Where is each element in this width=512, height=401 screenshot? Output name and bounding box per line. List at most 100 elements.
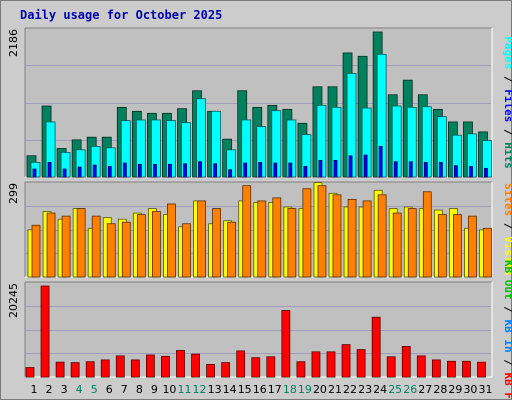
bar-files: [288, 162, 293, 178]
x-tick-label: 25: [388, 383, 402, 396]
bar-sites: [422, 191, 432, 278]
bar-kb-f: [191, 353, 200, 378]
bar-sites: [437, 214, 447, 278]
x-tick-label: 24: [373, 383, 387, 396]
x-tick-label: 18: [283, 383, 297, 396]
bar-files: [183, 163, 187, 178]
bar-sites: [31, 224, 41, 278]
x-tick-label: 31: [479, 383, 493, 396]
legend-separator: /: [502, 300, 512, 320]
bar-sites: [106, 223, 116, 278]
bar-sites: [76, 208, 86, 278]
legend-entry: KB Out: [502, 260, 512, 300]
x-tick-label: 22: [343, 383, 357, 396]
x-tick-label: 4: [76, 383, 83, 396]
bar-kb-f: [25, 367, 35, 378]
bar-files: [484, 167, 488, 178]
bar-sites: [227, 221, 237, 278]
bar-sites: [317, 185, 327, 278]
bar-kb-f: [130, 359, 140, 378]
bar-kb-f: [55, 361, 65, 378]
legend-entry: KB In: [502, 320, 512, 353]
y-max-label-middle: 299: [7, 183, 20, 204]
bar-sites: [347, 198, 357, 278]
bar-kb-f: [70, 362, 80, 378]
x-tick-label: 23: [358, 383, 372, 396]
x-tick-label: 1: [31, 383, 38, 396]
bar-files: [62, 168, 67, 178]
bar-sites: [407, 208, 417, 278]
bar-files: [423, 162, 428, 178]
bar-kb-f: [386, 356, 396, 378]
bar-kb-f: [477, 361, 486, 378]
bar-kb-f: [311, 351, 321, 378]
bar-sites: [242, 185, 252, 278]
bar-sites: [257, 200, 267, 278]
x-tick-label: 3: [61, 383, 68, 396]
legend-entry: Visits: [502, 236, 512, 276]
bar-files: [393, 161, 398, 178]
legend-middle: Sites / Visits: [502, 183, 512, 276]
x-tick-label: 10: [162, 383, 176, 396]
bar-sites: [197, 200, 206, 278]
bar-kb-f: [145, 354, 155, 378]
x-tick-label: 26: [403, 383, 417, 396]
bar-files: [107, 165, 112, 178]
legend-entry: Hits: [502, 142, 512, 169]
y-max-label-top: 2186: [7, 29, 20, 57]
bar-files: [378, 146, 383, 178]
bar-kb-f: [115, 355, 125, 378]
legend-entry: Sites: [502, 183, 512, 216]
bar-sites: [167, 203, 176, 278]
x-tick-label: 2: [46, 383, 53, 396]
bar-files: [469, 165, 473, 178]
bar-sites: [182, 223, 191, 278]
bar-sites: [452, 214, 462, 278]
x-tick-label: 15: [238, 383, 252, 396]
bar-files: [273, 162, 278, 178]
bar-files: [348, 155, 353, 178]
x-tick-label: 28: [433, 383, 447, 396]
legend-top: Pages / Files / Hits: [502, 36, 512, 169]
bar-files: [47, 162, 52, 178]
bar-files: [333, 160, 338, 178]
x-tick-label: 8: [136, 383, 143, 396]
bar-kb-f: [356, 349, 366, 378]
bar-files: [152, 163, 157, 178]
bar-kb-f: [326, 351, 336, 378]
bar-files: [228, 169, 233, 178]
bar-files: [213, 163, 218, 178]
bar-sites: [121, 221, 131, 278]
x-tick-label: 13: [208, 383, 222, 396]
legend-bottom: KB Out / KB In / KB F: [502, 260, 512, 399]
x-tick-label: 11: [178, 383, 192, 396]
x-tick-label: 21: [328, 383, 342, 396]
x-tick-label: 17: [268, 383, 282, 396]
bar-files: [77, 166, 82, 178]
bar-kb-f: [236, 350, 246, 378]
bar-files: [168, 163, 172, 178]
legend-entry: Pages: [502, 36, 512, 69]
x-tick-label: 5: [91, 383, 98, 396]
bar-sites: [332, 194, 342, 278]
legend-entry: Files: [502, 89, 512, 122]
bar-kb-f: [462, 360, 471, 378]
bar-kb-f: [416, 355, 426, 378]
x-tick-label: 12: [193, 383, 207, 396]
bar-kb-f: [161, 355, 170, 378]
x-tick-label: 29: [448, 383, 462, 396]
bar-sites: [272, 197, 282, 278]
bar-files: [453, 165, 458, 178]
bar-files: [408, 161, 413, 178]
legend-separator: /: [502, 353, 512, 373]
y-max-label-bottom: 20245: [7, 283, 20, 318]
bar-files: [32, 168, 37, 178]
bar-sites: [212, 208, 222, 278]
bar-kb-f: [40, 285, 50, 378]
legend-separator: /: [502, 69, 512, 89]
bar-kb-f: [206, 364, 216, 378]
x-tick-label: 9: [151, 383, 158, 396]
bar-sites: [392, 212, 402, 278]
bar-files: [243, 162, 248, 178]
